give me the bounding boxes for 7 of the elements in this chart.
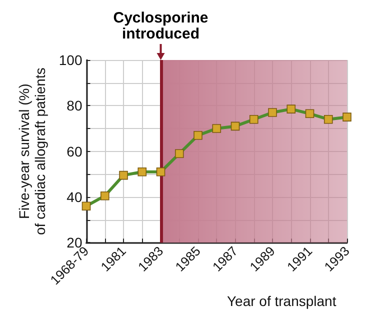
y-tick-label: 80 bbox=[66, 98, 82, 114]
x-axis-title: Year of transplant bbox=[227, 293, 336, 309]
y-axis-title: Five-year survival (%) of cardiac allograft patients bbox=[16, 68, 48, 235]
y-tick-label: 60 bbox=[66, 143, 82, 160]
y-tick-label: 100 bbox=[58, 52, 82, 68]
ref-line-label: Cyclosporine introduced bbox=[113, 10, 208, 42]
y-tick-label: 40 bbox=[66, 188, 82, 205]
